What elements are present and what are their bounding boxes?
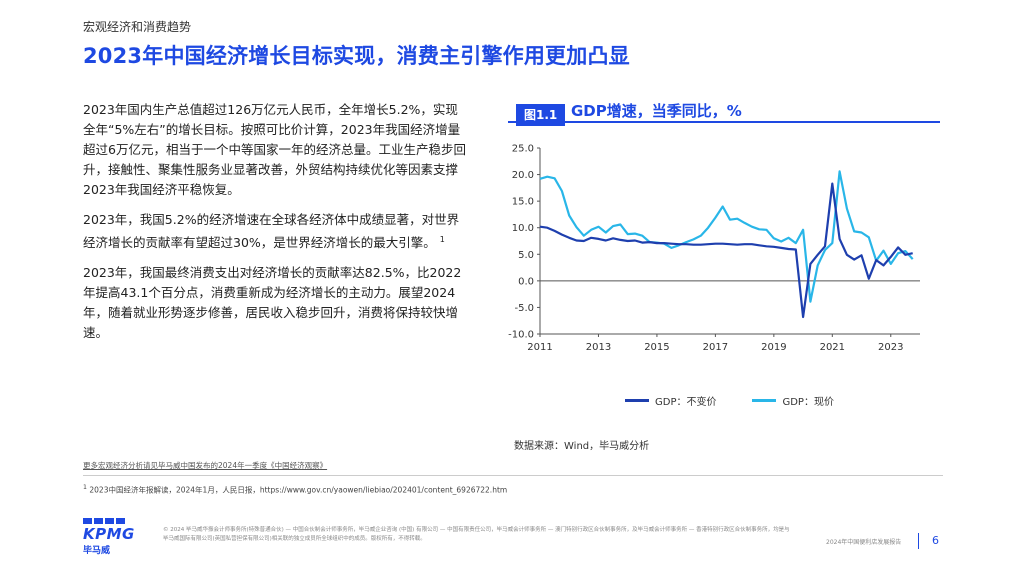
page-number: 6 (932, 534, 939, 547)
legend-swatch-real (625, 399, 649, 402)
figure-title: GDP增速，当季同比，% (571, 102, 742, 120)
logo-bars (83, 518, 127, 524)
section-kicker: 宏观经济和消费趋势 (83, 20, 192, 34)
paragraph-2: 2023年，我国5.2%的经济增速在全球各经济体中成绩显著，对世界经济增长的贡献… (83, 210, 468, 253)
paragraph-1: 2023年国内生产总值超过126万亿元人民币，全年增长5.2%，实现全年“5%左… (83, 102, 466, 197)
figure-rule (508, 121, 940, 123)
paragraph-3: 2023年，我国最终消费支出对经济增长的贡献率达82.5%，比2022年提高43… (83, 265, 462, 341)
x-tick-label: 2021 (820, 342, 845, 353)
footnote-ref[interactable]: 1 (439, 235, 445, 244)
series-line-real (539, 182, 913, 319)
legend-swatch-nominal (752, 399, 777, 402)
x-tick-label: 2015 (644, 342, 669, 353)
document-name: 2024年中国便利店发展报告 (826, 539, 902, 546)
y-tick-label: 0.0 (518, 276, 534, 287)
y-tick-label: 20.0 (512, 170, 534, 181)
y-tick-label: 25.0 (512, 144, 534, 155)
chart-legend: GDP：不变价 GDP：现价 (625, 393, 834, 408)
logo-cn: 毕马威 (83, 546, 111, 556)
more-analysis-link[interactable]: 更多宏观经济分析请见毕马威中国发布的2024年一季度《中国经济观察》 (83, 461, 328, 470)
figure-tag: 图1.1 (516, 104, 566, 126)
page-headline: 2023年中国经济增长目标实现，消费主引擎作用更加凸显 (83, 44, 630, 68)
x-tick-label: 2013 (586, 342, 611, 353)
x-tick-label: 2019 (761, 342, 786, 353)
x-tick-label: 2017 (703, 342, 728, 353)
series-line-nominal (539, 170, 914, 303)
data-source: 数据来源：Wind，毕马威分析 (514, 441, 650, 452)
x-tick-label: 2011 (527, 342, 552, 353)
logo-wordmark: KPMG (83, 525, 135, 543)
legend-item-real: GDP：不变价 (625, 393, 716, 408)
legend-item-nominal: GDP：现价 (752, 393, 834, 408)
body-text: 2023年国内生产总值超过126万亿元人民币，全年增长5.2%，实现全年“5%左… (83, 100, 468, 353)
footnote-text: 2023中国经济年报解读，2024年1月，人民日报，https://www.go… (89, 485, 508, 495)
footer-divider (918, 533, 919, 549)
y-tick-label: 15.0 (512, 197, 534, 208)
y-tick-label: -5.0 (514, 303, 534, 314)
legend-label-nominal: GDP：现价 (782, 397, 834, 408)
footnote: 1 2023中国经济年报解读，2024年1月，人民日报，https://www.… (83, 484, 507, 496)
kpmg-logo: KPMG 毕马威 (83, 518, 135, 556)
y-tick-label: 5.0 (518, 250, 534, 261)
y-tick-label: 10.0 (512, 223, 534, 234)
legal-notice: © 2024 毕马威华振会计师事务所(特殊普通合伙) — 中国合伙制会计师事务所… (163, 527, 790, 542)
footnote-number: 1 (83, 484, 87, 491)
paragraph-2-text: 2023年，我国5.2%的经济增速在全球各经济体中成绩显著，对世界经济增长的贡献… (83, 212, 460, 251)
y-tick-label: -10.0 (508, 330, 534, 341)
legend-label-real: GDP：不变价 (655, 397, 717, 408)
footnote-divider (83, 475, 943, 476)
x-tick-label: 2023 (878, 342, 903, 353)
